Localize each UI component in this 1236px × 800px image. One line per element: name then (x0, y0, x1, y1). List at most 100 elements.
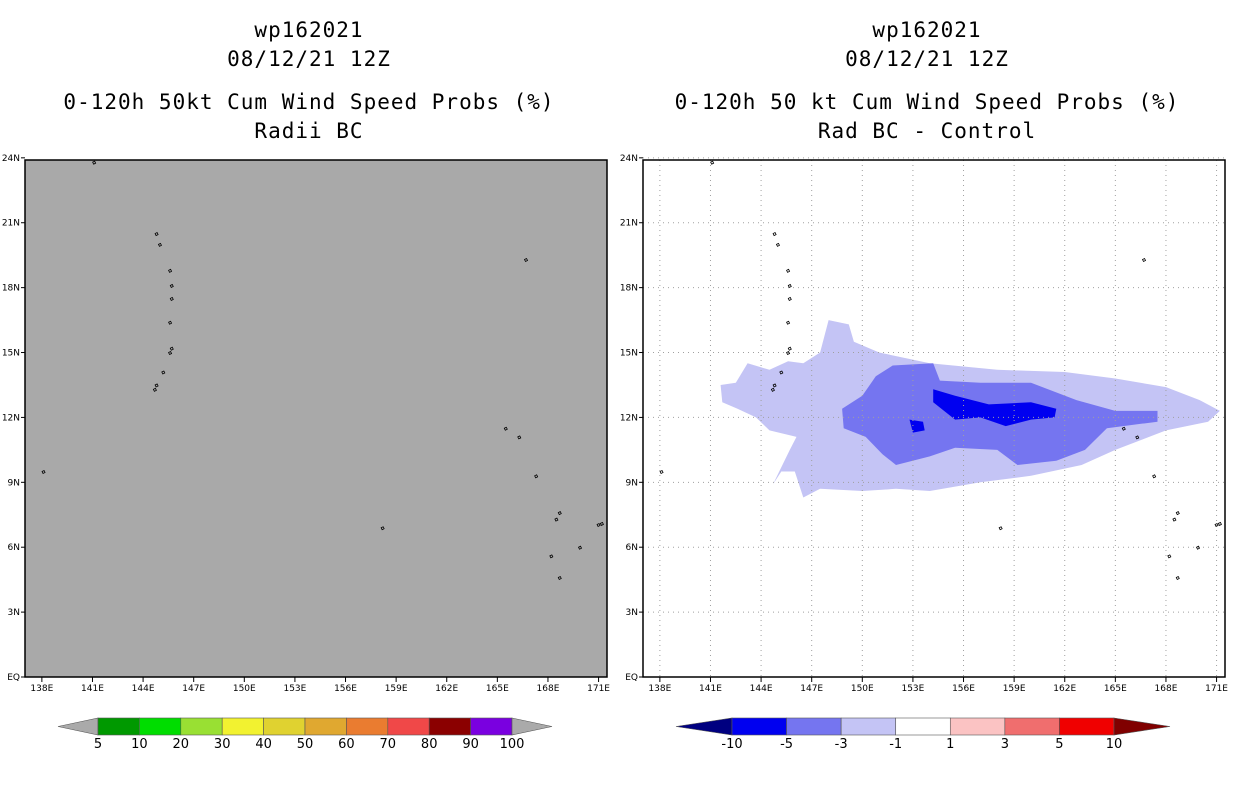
y-tick-label: EQ (625, 673, 638, 683)
x-tick-label: 138E (30, 684, 53, 694)
island-coastline (770, 387, 775, 392)
island-coastline (772, 383, 777, 388)
colorbar-label: 3 (1001, 737, 1009, 752)
colorbar-swatch (895, 717, 951, 736)
colorbar-label: 5 (94, 737, 102, 752)
island-coastline (1167, 554, 1172, 559)
product-title: 0-120h 50kt Cum Wind Speed Probs (%) (63, 90, 555, 114)
colorbar-label: 70 (380, 737, 397, 752)
island-coastline (549, 554, 554, 559)
island-coastline (779, 370, 784, 375)
colorbar-label: 1 (946, 737, 954, 752)
island-coastline (154, 383, 159, 388)
island-coastline (772, 232, 777, 237)
colorbar-swatch (949, 717, 1006, 736)
date-title: 08/12/21 12Z (227, 47, 391, 71)
subtitle: Radii BC (254, 119, 364, 143)
subtitle: Rad BC - Control (817, 119, 1037, 143)
island-coastline (168, 268, 173, 273)
x-tick-label: 150E (233, 684, 256, 694)
x-tick-label: 171E (1205, 684, 1228, 694)
storm-id-title: wp162021 (872, 18, 982, 42)
island-coastline (534, 474, 539, 479)
colorbar-arrow-low (675, 717, 733, 736)
island-coastline (157, 242, 162, 247)
island-coastline (787, 296, 792, 301)
colorbar-arrow-high (1113, 717, 1171, 736)
colorbar-swatch (786, 717, 842, 736)
left-map-svg: 138E 141E 144E 147E 150E 153E 156E 159E 162E 165E… (2, 154, 610, 752)
island-coastline (557, 575, 562, 581)
colorbar-swatch (221, 717, 264, 736)
island-coastline (169, 283, 174, 289)
y-tick-label: 3N (626, 608, 638, 618)
y-tick-label: 18N (2, 284, 20, 294)
x-tick-label: 147E (800, 684, 823, 694)
x-tick-label: 153E (901, 684, 924, 694)
island-coastline (577, 545, 583, 550)
x-tick-label: 156E (334, 684, 357, 694)
colorbar-label: 10 (131, 737, 148, 752)
x-tick-label: 171E (587, 684, 610, 694)
storm-id-title: wp162021 (254, 18, 364, 42)
colorbar-arrow-low (57, 717, 99, 736)
colorbar-label: 100 (500, 737, 525, 752)
contour-fill-3 (909, 419, 925, 433)
contour-fill-2 (933, 389, 1057, 427)
island-coastline (1135, 435, 1140, 440)
colorbar-label: 80 (421, 737, 438, 752)
colorbar-label: 90 (462, 737, 479, 752)
island-coastline (523, 257, 529, 263)
colorbar-swatch (470, 717, 513, 736)
colorbar-swatch (731, 717, 787, 736)
island-coastline (787, 346, 792, 351)
colorbar: 5 10 20 30 40 50 60 70 80 90 100 (57, 717, 553, 752)
colorbar-swatch (1059, 717, 1115, 736)
right-map-svg: 138E 141E 144E 147E 150E 153E 156E 159E 162E 165E… (620, 154, 1228, 752)
y-tick-label: 15N (2, 349, 20, 359)
y-tick-label: 9N (8, 478, 20, 488)
x-tick-label: 159E (385, 684, 408, 694)
x-tick-label: 162E (435, 684, 458, 694)
y-tick-label: 9N (626, 478, 638, 488)
island-coastline (596, 522, 601, 528)
x-tick-label: 168E (1155, 684, 1178, 694)
x-tick-label: 144E (132, 684, 155, 694)
left-map-panel: wp162021 08/12/21 12Z 0-120h 50kt Cum Wi… (2, 18, 610, 752)
island-coastline (92, 160, 97, 165)
x-tick-label: 150E (851, 684, 874, 694)
island-coastline (786, 350, 791, 356)
island-coastline (775, 242, 780, 247)
x-tick-label: 141E (81, 684, 104, 694)
y-tick-label: 24N (2, 154, 20, 164)
y-tick-label: EQ (7, 673, 20, 683)
colorbar-swatch (180, 717, 223, 736)
colorbar-swatch (840, 717, 897, 736)
colorbar-label: 40 (255, 737, 272, 752)
island-coastline (152, 387, 157, 392)
island-coastline (168, 320, 173, 325)
right-map-panel: wp162021 08/12/21 12Z 0-120h 50 kt Cum W… (618, 0, 1236, 800)
colorbar-label: -1 (889, 737, 902, 752)
island-coastline (1217, 521, 1222, 526)
island-coastline (1214, 522, 1219, 528)
colorbar-arrow-high (511, 717, 553, 736)
y-tick-label: 12N (620, 413, 638, 423)
colorbar-swatch (304, 717, 347, 736)
island-coastline (599, 521, 604, 526)
plot-frame (24, 159, 608, 678)
colorbar-swatch (387, 717, 430, 736)
island-coastline (161, 370, 166, 375)
x-tick-label: 138E (648, 684, 671, 694)
y-tick-label: 3N (8, 608, 20, 618)
island-coastline (786, 268, 791, 273)
island-coastline (1172, 517, 1177, 522)
island-coastline (1121, 426, 1126, 431)
island-coastline (1152, 474, 1157, 479)
colorbar-label: -5 (780, 737, 793, 752)
island-coastline (554, 517, 559, 522)
colorbar-label: -3 (835, 737, 848, 752)
colorbar-label: 50 (297, 737, 314, 752)
island-coastline (517, 435, 522, 440)
plot-frame (642, 159, 1226, 678)
